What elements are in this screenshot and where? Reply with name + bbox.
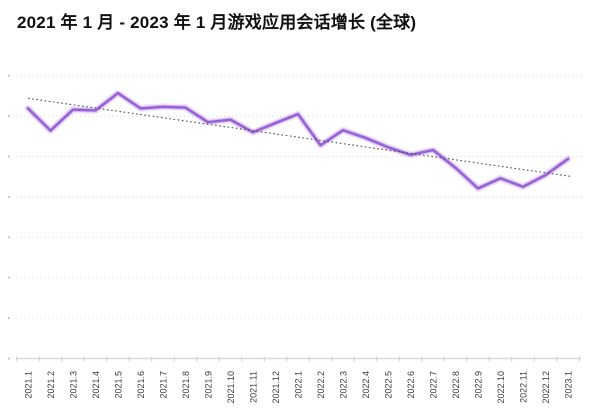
x-axis-label: 2022.11 [519, 371, 529, 403]
x-axis-label: 2022.2 [316, 371, 326, 399]
x-axis-label: 2022.7 [429, 371, 439, 399]
session-line [26, 91, 570, 190]
x-axis-label: 2021.7 [159, 371, 169, 399]
y-tick-dot [8, 357, 10, 360]
x-axis-label: 2021.2 [46, 371, 56, 399]
y-tick-dot [8, 115, 10, 118]
x-axis [16, 356, 581, 362]
y-tick-dot [8, 155, 10, 158]
session-line-glow [25, 90, 571, 191]
x-axis-label: 2022.6 [406, 371, 416, 399]
x-axis-label: 2021.1 [24, 371, 34, 399]
x-axis-label: 2021.5 [114, 371, 124, 399]
x-axis-label: 2022.5 [384, 371, 394, 399]
x-axis-label: 2021.11 [249, 371, 259, 403]
chart-title: 2021 年 1 月 - 2023 年 1 月游戏应用会话增长 (全球) [17, 13, 417, 32]
x-axis-label: 2022.12 [541, 371, 551, 404]
x-axis-label: 2023.1 [564, 371, 574, 399]
x-axis-label: 2022.10 [496, 371, 506, 404]
x-axis-label: 2021.10 [226, 371, 236, 404]
trend-line [27, 97, 571, 177]
x-axis-label: 2022.8 [451, 371, 461, 399]
x-axis-label: 2022.4 [361, 371, 371, 399]
x-axis-label: 2022.3 [339, 371, 349, 399]
session-line-glow [24, 89, 572, 192]
x-axis-labels: 2021.1 2021.2 2021.3 2021.4 2021.5 2021.6 2021… [24, 371, 574, 404]
y-tick-dot [8, 276, 10, 279]
x-axis-label: 2021.9 [204, 371, 214, 399]
y-tick-dot [8, 195, 10, 198]
x-axis-label: 2021.6 [136, 371, 146, 399]
x-axis-label: 2021.4 [91, 371, 101, 399]
x-axis-label: 2021.12 [271, 371, 281, 404]
y-tick-dot [8, 74, 10, 77]
x-axis-label: 2022.9 [474, 371, 484, 399]
gridlines-group [8, 74, 581, 360]
trend-group [27, 97, 571, 177]
x-axis-label: 2021.8 [181, 371, 191, 399]
y-tick-dot [8, 317, 10, 320]
x-axis-label: 2021.3 [69, 371, 79, 399]
y-tick-dot [8, 236, 10, 239]
series-group [24, 89, 572, 192]
x-axis-label: 2022.1 [294, 371, 304, 399]
